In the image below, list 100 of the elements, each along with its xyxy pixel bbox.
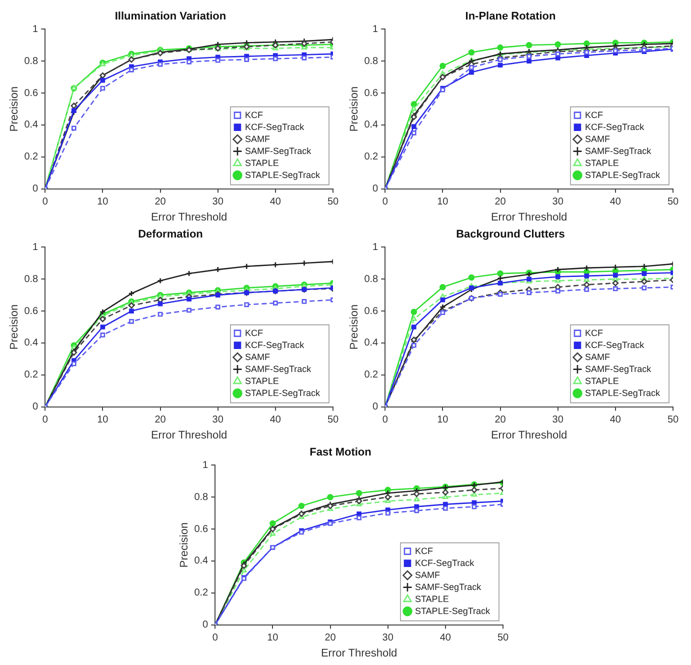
- legend-label: KCF-SegTrack: [244, 340, 305, 350]
- y-axis-title: Precision: [8, 86, 21, 132]
- y-tick-label: 0.2: [24, 370, 39, 381]
- y-tick-label: 0.2: [24, 152, 39, 163]
- legend-label: STAPLE: [244, 158, 279, 168]
- legend-label: KCF: [244, 328, 264, 338]
- y-tick-label: 1: [202, 460, 209, 471]
- legend-label: STAPLE-SegTrack: [244, 388, 320, 398]
- x-axis-title: Error Threshold: [150, 429, 228, 442]
- y-tick-label: 0.8: [24, 274, 39, 285]
- x-tick-label: 10: [97, 414, 109, 426]
- y-tick-label: 1: [32, 242, 39, 253]
- x-tick-label: 20: [154, 414, 166, 426]
- y-tick-label: 0: [202, 620, 209, 631]
- legend-label: SAMF: [244, 352, 270, 362]
- legend-label: STAPLE-SegTrack: [244, 170, 320, 180]
- legend-label: SAMF-SegTrack: [584, 364, 652, 374]
- y-tick-label: 0.4: [194, 556, 209, 567]
- y-tick-label: 0.6: [364, 306, 379, 317]
- x-tick-label: 40: [440, 632, 452, 644]
- y-tick-label: 0.2: [364, 152, 379, 163]
- x-axis-title: Error Threshold: [490, 429, 568, 442]
- legend-label: SAMF-SegTrack: [584, 146, 652, 156]
- legend-label: STAPLE-SegTrack: [584, 170, 660, 180]
- y-tick-label: 0.4: [24, 120, 39, 131]
- x-tick-label: 40: [270, 196, 282, 208]
- x-tick-label: 0: [42, 414, 48, 426]
- legend-label: SAMF-SegTrack: [414, 582, 482, 592]
- x-axis-title: Error Threshold: [320, 647, 398, 660]
- chart-title: Illumination Variation: [114, 10, 226, 23]
- x-axis-title: Error Threshold: [490, 211, 568, 224]
- x-tick-label: 20: [494, 196, 506, 208]
- x-tick-label: 20: [494, 414, 506, 426]
- chart-title: Deformation: [138, 228, 204, 241]
- legend-label: KCF-SegTrack: [584, 340, 645, 350]
- x-tick-label: 30: [552, 414, 564, 426]
- y-tick-label: 0.8: [364, 56, 379, 67]
- legend-label: STAPLE: [584, 376, 619, 386]
- legend-label: SAMF: [244, 134, 270, 144]
- x-axis-title: Error Threshold: [150, 211, 228, 224]
- legend-label: SAMF: [414, 570, 440, 580]
- legend-label: KCF-SegTrack: [244, 122, 305, 132]
- y-tick-label: 0.8: [194, 492, 209, 503]
- y-tick-label: 0: [32, 184, 39, 195]
- y-axis-title: Precision: [348, 86, 361, 132]
- y-tick-label: 0.6: [364, 88, 379, 99]
- chart-title: In-Plane Rotation: [465, 10, 556, 23]
- x-tick-label: 50: [327, 196, 339, 208]
- y-tick-label: 0: [32, 402, 39, 413]
- y-tick-label: 0.8: [364, 274, 379, 285]
- y-tick-label: 0.4: [24, 338, 39, 349]
- x-tick-label: 20: [324, 632, 336, 644]
- legend-label: KCF-SegTrack: [584, 122, 645, 132]
- legend-label: SAMF-SegTrack: [244, 146, 312, 156]
- y-tick-label: 0.4: [364, 338, 379, 349]
- y-axis-title: Precision: [348, 304, 361, 350]
- x-tick-label: 0: [382, 414, 388, 426]
- x-tick-label: 0: [212, 632, 218, 644]
- x-tick-label: 30: [382, 632, 394, 644]
- chart-title: Fast Motion: [310, 446, 372, 459]
- y-tick-label: 0.6: [24, 88, 39, 99]
- x-tick-label: 50: [667, 196, 679, 208]
- legend-label: STAPLE-SegTrack: [414, 606, 490, 616]
- legend-label: STAPLE: [584, 158, 619, 168]
- x-tick-label: 50: [497, 632, 509, 644]
- y-tick-label: 0.6: [24, 306, 39, 317]
- legend-label: KCF: [584, 110, 604, 120]
- legend-label: KCF-SegTrack: [414, 558, 475, 568]
- x-tick-label: 30: [552, 196, 564, 208]
- legend-label: SAMF: [584, 352, 610, 362]
- y-tick-label: 0.6: [194, 524, 209, 535]
- x-tick-label: 50: [667, 414, 679, 426]
- y-axis-title: Precision: [8, 304, 21, 350]
- legend-label: SAMF-SegTrack: [244, 364, 312, 374]
- legend-label: KCF: [414, 546, 434, 556]
- y-tick-label: 1: [372, 24, 379, 35]
- legend-label: SAMF: [584, 134, 610, 144]
- x-tick-label: 10: [437, 196, 449, 208]
- x-tick-label: 10: [267, 632, 279, 644]
- x-tick-label: 30: [212, 196, 224, 208]
- x-tick-label: 50: [327, 414, 339, 426]
- y-tick-label: 1: [32, 24, 39, 35]
- x-tick-label: 40: [610, 196, 622, 208]
- legend-label: STAPLE-SegTrack: [584, 388, 660, 398]
- y-tick-label: 0.8: [24, 56, 39, 67]
- y-axis-title: Precision: [178, 522, 191, 568]
- legend-label: KCF: [244, 110, 264, 120]
- legend-label: KCF: [584, 328, 604, 338]
- x-tick-label: 0: [42, 196, 48, 208]
- x-tick-label: 10: [97, 196, 109, 208]
- x-tick-label: 20: [154, 196, 166, 208]
- x-tick-label: 0: [382, 196, 388, 208]
- chart-title: Background Clutters: [456, 228, 565, 241]
- y-tick-label: 1: [372, 242, 379, 253]
- x-tick-label: 10: [437, 414, 449, 426]
- x-tick-label: 40: [610, 414, 622, 426]
- y-tick-label: 0.2: [194, 588, 209, 599]
- y-tick-label: 0.2: [364, 370, 379, 381]
- x-tick-label: 30: [212, 414, 224, 426]
- y-tick-label: 0: [372, 184, 379, 195]
